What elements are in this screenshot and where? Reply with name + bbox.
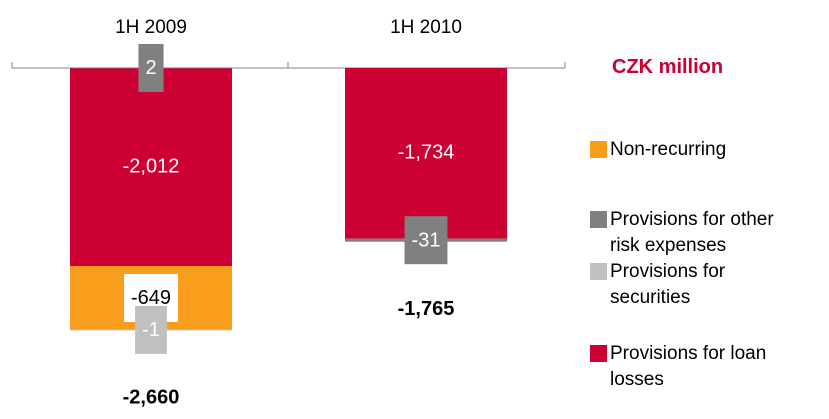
value-label-box (135, 305, 167, 354)
value-label: -2,012 (123, 155, 180, 177)
value-label: -1,734 (398, 142, 455, 164)
legend-item: Provisions for loan losses (590, 341, 795, 393)
bar-segment (345, 68, 507, 239)
category-label: 1H 2010 (390, 17, 462, 38)
legend-item: Provisions for other risk expenses (590, 207, 795, 259)
legend-swatch (590, 141, 607, 158)
legend-label: Provisions for loan losses (610, 343, 767, 390)
value-label-box (138, 43, 164, 92)
legend-item: Provisions for securities (590, 259, 795, 311)
total-label: -2,660 (123, 386, 180, 408)
legend-swatch (590, 211, 607, 228)
value-label-box (404, 216, 448, 265)
legend-swatch (590, 263, 607, 280)
value-label: -649 (131, 287, 171, 309)
legend-label: Provisions for other risk expenses (610, 209, 774, 256)
value-label: 2 (145, 57, 156, 79)
legend-item: Non-recurring (590, 137, 795, 163)
bar-segment (70, 68, 232, 267)
legend-swatch (590, 345, 607, 362)
legend-label: Non-recurring (610, 139, 727, 160)
value-label: -1 (142, 319, 160, 341)
unit-label: CZK million (612, 56, 724, 78)
total-label: -1,765 (398, 298, 455, 320)
legend-label: Provisions for securities (610, 261, 726, 308)
category-label: 1H 2009 (115, 17, 187, 38)
value-label: -31 (412, 229, 441, 251)
